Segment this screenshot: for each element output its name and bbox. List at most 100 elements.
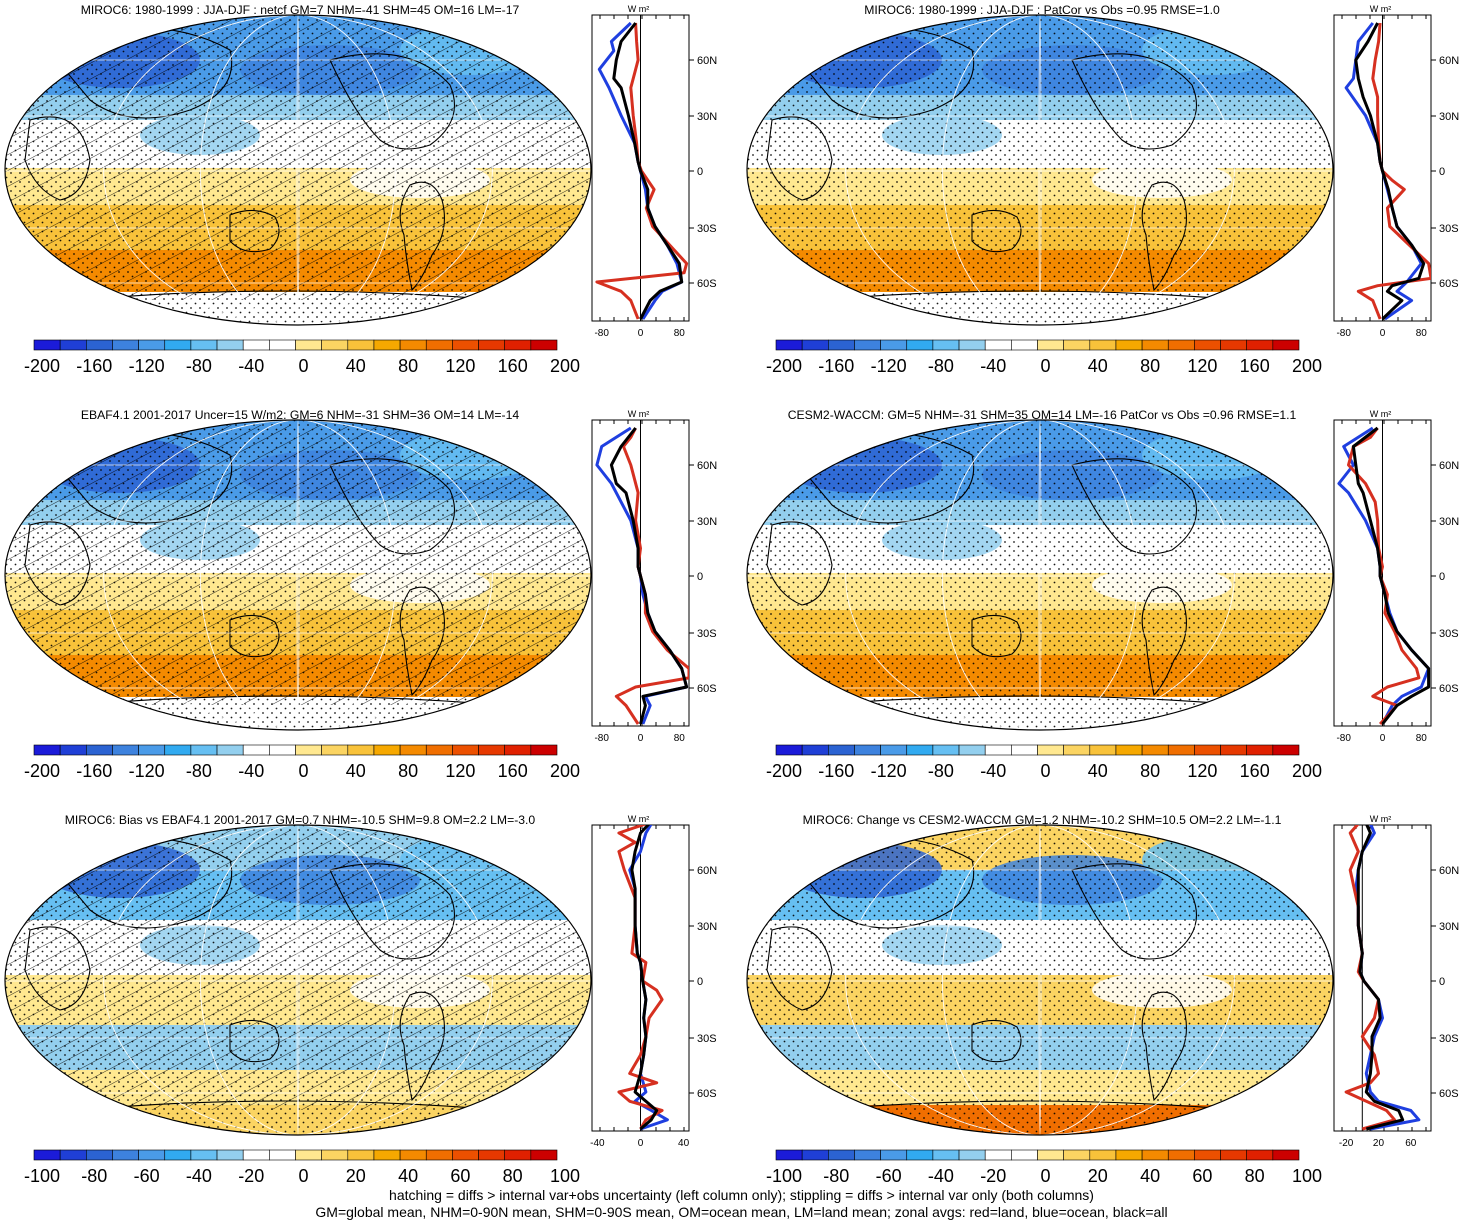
- world-map: [5, 825, 591, 1135]
- graticule-meridian: [941, 15, 1139, 325]
- colorbar-tick-label: -40: [186, 1166, 212, 1186]
- colorbar-swatch: [932, 744, 960, 756]
- x-tick-label: -80: [594, 328, 609, 339]
- colorbar-swatch: [164, 339, 192, 351]
- x-tick-label: 40: [678, 1138, 690, 1149]
- all-zonal-line: [609, 427, 689, 725]
- graticule-meridian: [296, 420, 300, 730]
- colorbar-swatch: [1246, 339, 1274, 351]
- colorbar-swatch: [984, 1149, 1012, 1161]
- lat-tick-label: 60N: [697, 865, 717, 877]
- colorbar-tick-label: -20: [980, 1166, 1006, 1186]
- colorbar-swatch: [504, 339, 532, 351]
- stippling: [747, 420, 1333, 730]
- colorbar-swatch: [775, 744, 803, 756]
- footer-note-1: hatching = diffs > internal var+obs unce…: [389, 1187, 1094, 1203]
- map-outline: [746, 824, 1334, 1136]
- world-map: [747, 825, 1333, 1135]
- colorbar-swatch: [86, 339, 113, 351]
- x-tick-label: 0: [638, 1138, 644, 1149]
- x-tick-label: -20: [1339, 1138, 1354, 1149]
- colorbar-swatch: [1037, 339, 1064, 351]
- colorbar-swatch: [1115, 744, 1143, 756]
- colorbar-tick-label: -20: [238, 1166, 264, 1186]
- map-outline: [4, 419, 592, 731]
- colorbar-tick-label: 160: [498, 761, 528, 781]
- colorbar-tick-label: 80: [1140, 356, 1160, 376]
- lat-tick-label: 30S: [697, 223, 717, 235]
- colorbar-tick-label: -200: [766, 761, 802, 781]
- colorbar-swatch: [269, 744, 296, 756]
- zonal-mean-plot: W m² 60N 30N 0 30S 60S -80 0 80: [591, 409, 717, 744]
- lat-tick-label: 60S: [697, 278, 717, 290]
- colorbar-swatch: [1089, 339, 1117, 351]
- graticule-meridian: [1038, 825, 1042, 1135]
- colorbar-tick-label: 80: [503, 1166, 523, 1186]
- colorbar-swatch: [1246, 744, 1274, 756]
- colorbar-swatch: [1246, 1149, 1274, 1161]
- colorbar-swatch: [1089, 1149, 1117, 1161]
- colorbar-swatch: [1115, 1149, 1143, 1161]
- lat-tick-label: 60S: [1439, 278, 1459, 290]
- colorbar-swatch: [906, 339, 934, 351]
- x-tick-label: 20: [1373, 1138, 1385, 1149]
- colorbar-tick-label: -200: [24, 761, 60, 781]
- graticule-meridian: [941, 825, 1139, 1135]
- panel-2: MIROC6: 1980-1999 : JJA-DJF : PatCor vs …: [742, 0, 1483, 403]
- graticule: [747, 420, 1333, 730]
- colorbar-tick-label: 40: [346, 761, 366, 781]
- graticule: [747, 15, 1333, 325]
- panel-5: MIROC6: Bias vs EBAF4.1 2001-2017 GM=0.7…: [0, 810, 741, 1213]
- colorbar-swatch: [1220, 339, 1247, 351]
- graticule-meridian: [941, 420, 1139, 730]
- colorbar-tick-label: -120: [871, 761, 907, 781]
- panel-title: MIROC6: Change vs CESM2-WACCM GM=1.2 NHM…: [802, 813, 1282, 827]
- colorbar-tick-label: 0: [1040, 356, 1050, 376]
- colorbar-swatch: [86, 744, 113, 756]
- zonal-unit: W m²: [628, 814, 650, 824]
- colorbar-swatch: [59, 1149, 87, 1161]
- colorbar-swatch: [347, 744, 375, 756]
- colorbar-swatch: [269, 339, 296, 351]
- colorbar-tick-label: -40: [928, 1166, 954, 1186]
- colorbar-tick-label: 20: [346, 1166, 366, 1186]
- map-outline: [746, 419, 1334, 731]
- colorbar-swatch: [1167, 744, 1195, 756]
- colorbar-swatch: [1141, 339, 1169, 351]
- colorbar-tick-label: -60: [134, 1166, 160, 1186]
- colorbar-tick-label: -40: [238, 761, 264, 781]
- graticule-meridian: [296, 825, 300, 1135]
- colorbar-swatch: [1037, 1149, 1064, 1161]
- lat-tick-label: 60S: [1439, 683, 1459, 695]
- colorbar-tick-label: -160: [76, 356, 112, 376]
- zonal-mean-plot: W m² 60N 30N 0 30S 60S -80 0 80: [591, 4, 717, 339]
- colorbar-swatch: [216, 339, 244, 351]
- colorbar: -200 -160 -120 -80 -40 0 40 80 120 160 200: [24, 744, 580, 781]
- colorbar-tick-label: -80: [823, 1166, 849, 1186]
- lat-tick-label: 30S: [1439, 223, 1459, 235]
- graticule-meridian: [199, 420, 397, 730]
- colorbar-swatch: [530, 744, 558, 756]
- all-zonal-line: [630, 825, 659, 1131]
- panel-title: MIROC6: Bias vs EBAF4.1 2001-2017 GM=0.7…: [64, 813, 536, 827]
- colorbar-swatch: [1272, 744, 1300, 756]
- lat-tick-label: 30S: [1439, 628, 1459, 640]
- colorbar-swatch: [1220, 744, 1247, 756]
- colorbar-swatch: [452, 339, 479, 351]
- colorbar-swatch: [295, 744, 322, 756]
- panel-4: CESM2-WACCM: GM=5 NHM=-31 SHM=35 OM=14 L…: [742, 405, 1483, 808]
- colorbar-tick-label: 40: [346, 356, 366, 376]
- colorbar: -100 -80 -60 -40 -20 0 20 40 60 80 100: [766, 1149, 1322, 1186]
- panel-graphic: -200 -160 -120 -80 -40 0 40 80 120 160 200 W m² 60N 3…: [4, 4, 717, 376]
- x-tick-label: 80: [1416, 733, 1428, 744]
- x-tick-label: -80: [594, 733, 609, 744]
- colorbar: -200 -160 -120 -80 -40 0 40 80 120 160 200: [766, 339, 1322, 376]
- colorbar-swatch: [828, 744, 855, 756]
- colorbar-swatch: [373, 339, 401, 351]
- zonal-frame: [1333, 824, 1432, 1132]
- lat-tick-label: 60S: [697, 683, 717, 695]
- colorbar-swatch: [1063, 744, 1091, 756]
- graticule-meridian: [199, 825, 397, 1135]
- zonal-lines: [617, 825, 669, 1131]
- colorbar-swatch: [958, 744, 986, 756]
